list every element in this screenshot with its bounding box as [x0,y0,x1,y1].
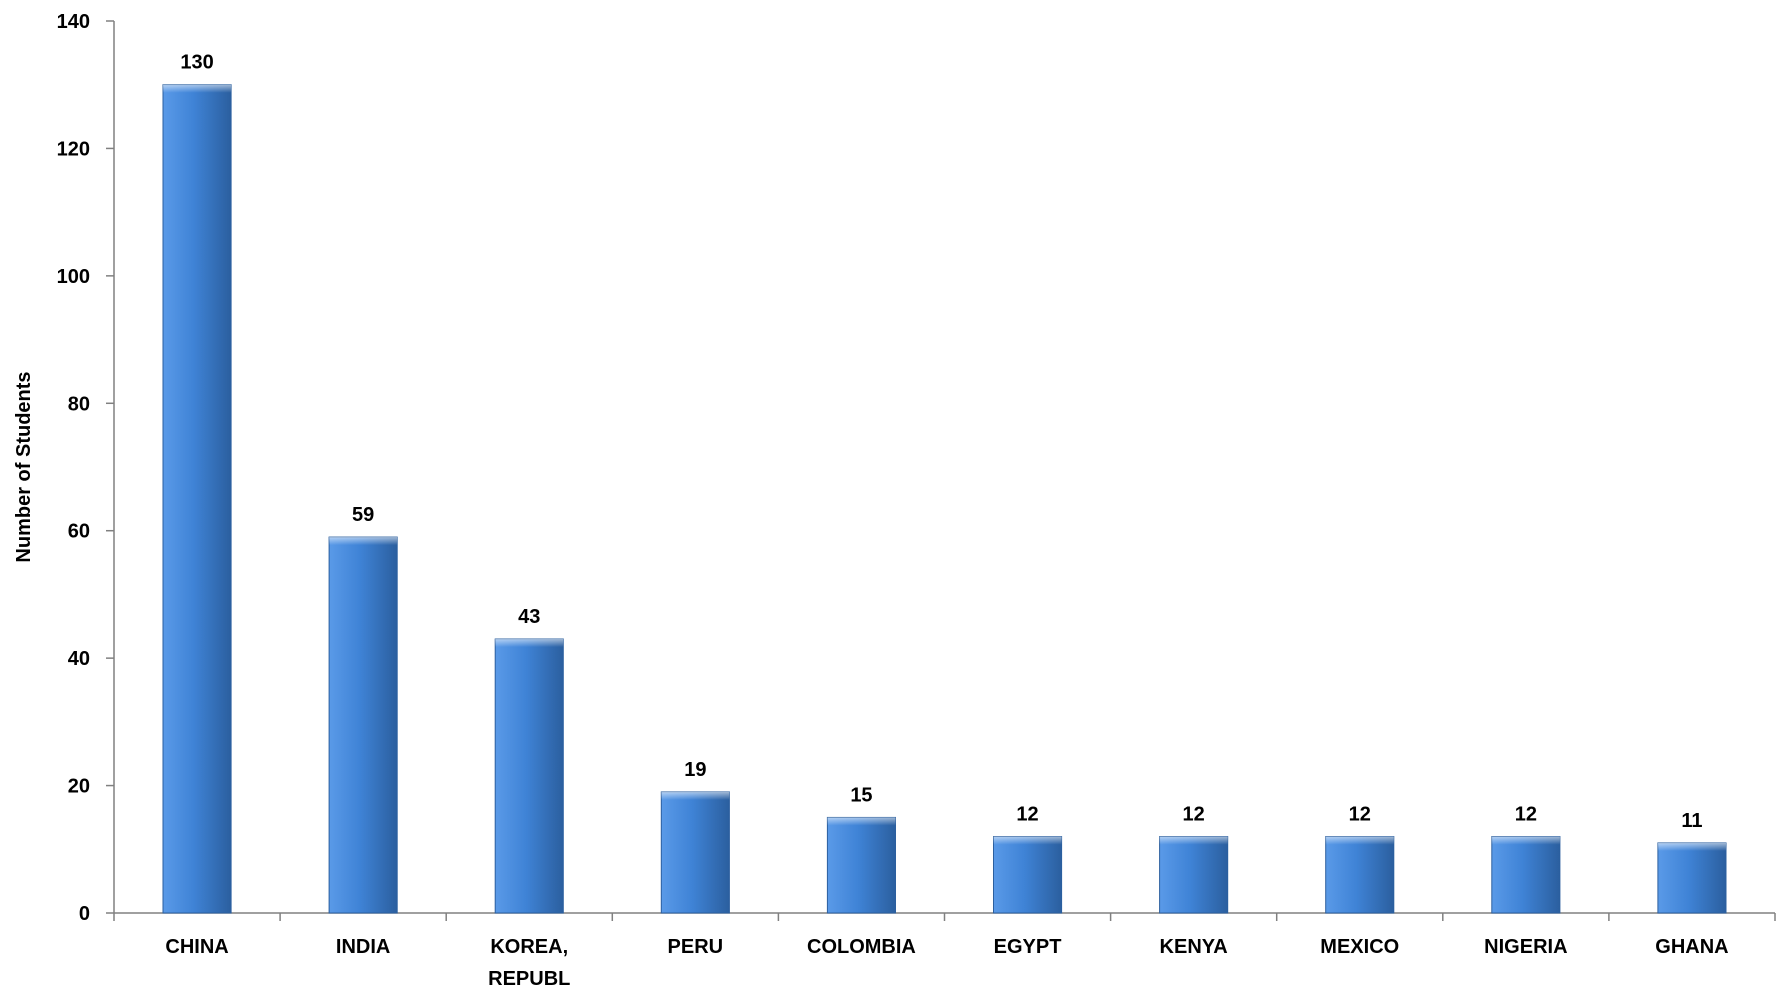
data-label: 12 [1183,804,1205,826]
bar-body [992,836,1063,914]
bar [1159,836,1229,914]
y-tick-label: 20 [68,776,90,798]
x-category-label: MEXICO [1320,936,1399,958]
x-category-label: KENYA [1160,936,1228,958]
bar-highlight [329,537,398,546]
data-label: 15 [850,784,872,806]
y-tick-label: 40 [68,648,90,670]
bar-highlight [827,817,896,826]
data-label: 59 [352,504,374,526]
y-tick-label: 60 [68,521,90,543]
bar-highlight [1491,836,1560,845]
x-category-label: PERU [668,936,724,958]
data-label: 19 [684,759,706,781]
x-category-label-line: EGYPT [994,936,1062,958]
x-category-label-line: COLOMBIA [807,936,916,958]
bar [494,638,564,914]
bar-body [826,816,897,914]
bar [162,84,232,914]
y-axis-title: Number of Students [13,371,35,562]
bar-highlight [162,84,232,93]
x-category-label: CHINA [165,936,228,958]
x-category-label: INDIA [336,936,390,958]
bar [1491,836,1561,914]
data-label: 12 [1515,804,1537,826]
bar-body [1325,836,1395,914]
x-category-label-line: KENYA [1160,936,1228,958]
bar-body [162,84,232,914]
bar [992,836,1063,914]
x-category-label-line: PERU [668,936,724,958]
y-tick-label: 140 [57,11,90,33]
x-category-label: GHANA [1655,936,1728,958]
x-category-label-line: KOREA, [490,936,568,958]
x-category-label-line: REPUBL [488,968,570,990]
y-tick-label: 80 [68,393,90,415]
x-category-label-line: GHANA [1655,936,1728,958]
bar [328,536,398,914]
bar-body [1491,836,1561,914]
data-label: 12 [1016,804,1038,826]
x-category-label: NIGERIA [1484,936,1567,958]
bar [660,791,730,914]
y-tick-label: 100 [57,266,90,288]
x-category-label-line: INDIA [336,936,390,958]
x-axis: CHINA INDIA KOREA, REPUBL PERU COLOMBIA EGYPT K… [113,912,1776,990]
bar [826,816,897,914]
x-category-label: EGYPT [994,936,1062,958]
x-category-label-line: NIGERIA [1484,936,1567,958]
bar-highlight [661,791,730,800]
bar-body [494,638,564,914]
y-axis: 0 20 40 60 80 100 120 140 [57,11,115,925]
bar [1325,836,1395,914]
data-label: 12 [1349,804,1371,826]
y-tick-label: 0 [79,903,90,925]
x-category-label-line: CHINA [165,936,228,958]
x-category-label: COLOMBIA [807,936,916,958]
bar-highlight [1657,842,1727,851]
y-tick-label: 120 [57,138,90,160]
data-label: 43 [518,606,540,628]
bar-highlight [1325,836,1394,845]
data-labels: 130 59 43 19 15 12 12 12 12 11 [180,52,1702,832]
x-category-label: KOREA, REPUBL [488,936,570,990]
bar-body [1657,842,1727,914]
bar-body [660,791,730,914]
x-category-label-line: MEXICO [1320,936,1399,958]
bars [162,84,1727,914]
bar-highlight [1159,836,1228,845]
bar-body [1159,836,1229,914]
data-label: 11 [1681,810,1702,832]
bar [1657,842,1727,914]
bar-highlight [993,836,1062,845]
data-label: 130 [180,52,213,74]
bar-highlight [495,639,564,648]
bar-body [328,536,398,914]
